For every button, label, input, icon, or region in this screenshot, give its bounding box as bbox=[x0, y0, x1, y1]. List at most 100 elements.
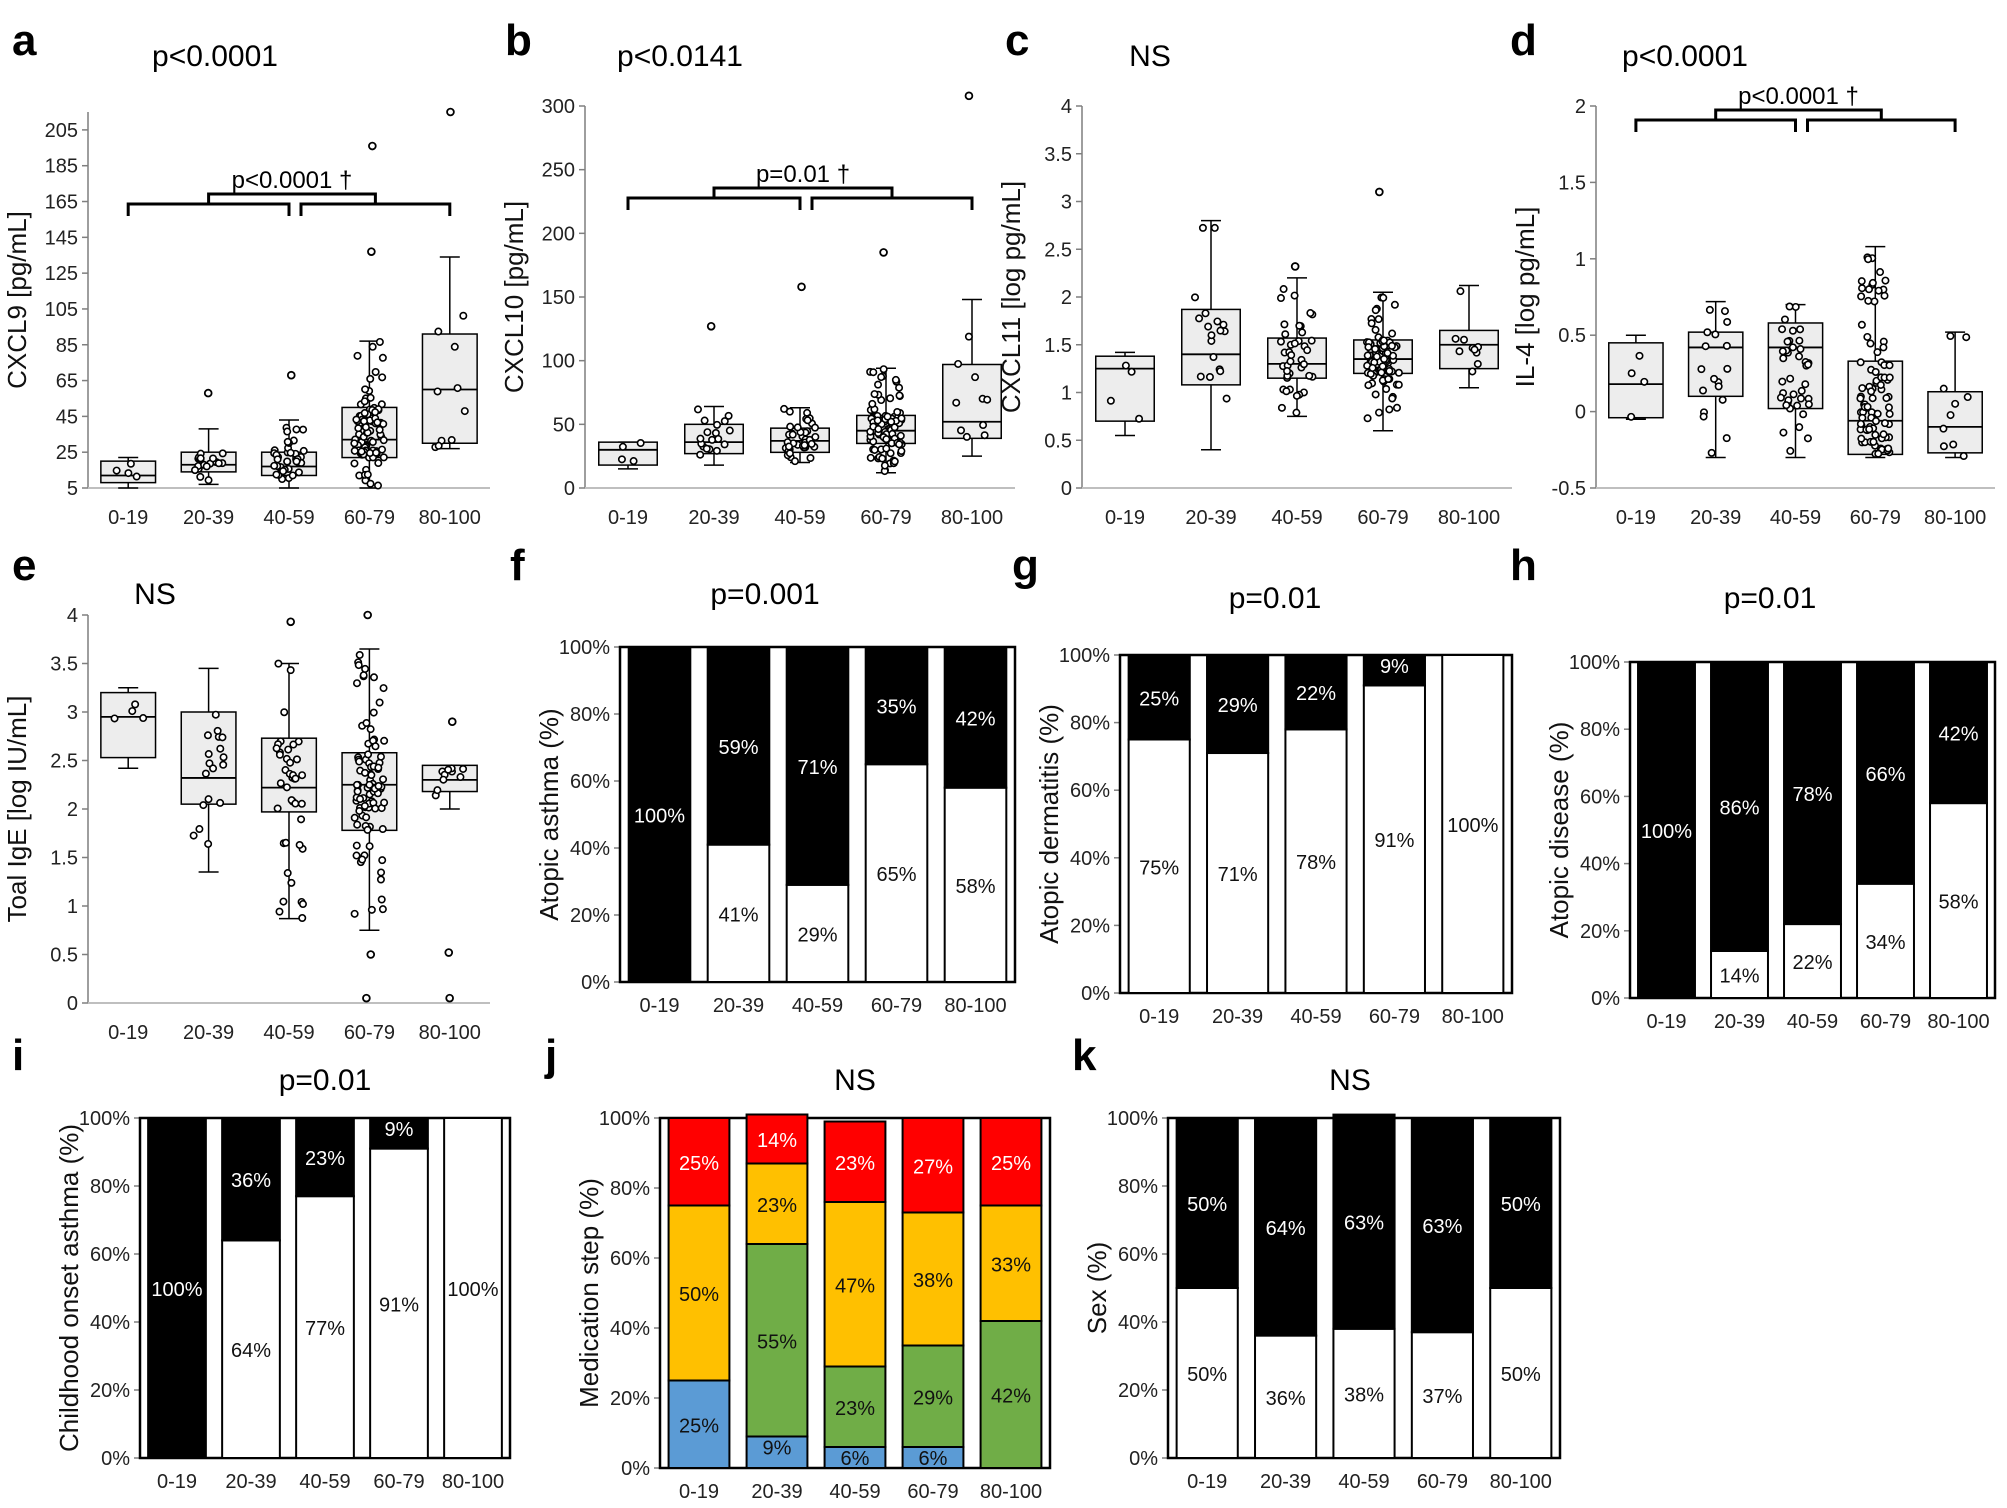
bar-segment-lower bbox=[1284, 728, 1348, 994]
bar-segment-lower bbox=[1783, 923, 1842, 1000]
panel-letter: i bbox=[12, 1031, 24, 1080]
data-point bbox=[286, 758, 295, 767]
box-body bbox=[1608, 342, 1664, 419]
data-label: 29% bbox=[797, 924, 837, 946]
x-tick-label: 20-39 bbox=[1260, 1471, 1311, 1493]
y-tick-label: 100% bbox=[559, 637, 610, 659]
data-point bbox=[1804, 360, 1813, 369]
data-point bbox=[1363, 351, 1372, 360]
data-point bbox=[1216, 367, 1225, 376]
data-label: 50% bbox=[1187, 1364, 1227, 1386]
outlier-point bbox=[964, 91, 974, 101]
data-point bbox=[358, 855, 367, 864]
box-40-59 bbox=[1267, 262, 1327, 418]
significance-bracket: p<0.0001 † bbox=[1634, 83, 1957, 132]
x-tick-label: 80-100 bbox=[1442, 1006, 1504, 1028]
data-label: 71% bbox=[1218, 864, 1258, 886]
data-point bbox=[1786, 446, 1795, 455]
data-point bbox=[1785, 302, 1794, 311]
bar-80-100: 58% 42% bbox=[943, 646, 1008, 984]
data-point bbox=[1857, 277, 1866, 286]
y-tick-label: 0% bbox=[581, 972, 610, 994]
y-tick-label: 250 bbox=[542, 160, 575, 182]
outlier-point bbox=[366, 950, 376, 959]
data-point bbox=[1884, 444, 1893, 453]
bracket-top bbox=[207, 192, 377, 204]
bar-segment-lower bbox=[706, 843, 771, 984]
data-point bbox=[291, 774, 300, 783]
bar-60-79: 91% 9% bbox=[369, 1117, 429, 1459]
data-point bbox=[294, 468, 303, 477]
data-point bbox=[1868, 394, 1877, 403]
data-point bbox=[882, 435, 891, 444]
bar-segment-upper bbox=[1710, 661, 1769, 952]
data-point bbox=[1856, 358, 1865, 367]
data-point bbox=[139, 714, 148, 723]
data-point bbox=[1869, 437, 1878, 446]
bar-segment-lower bbox=[1489, 1287, 1553, 1459]
data-point bbox=[1385, 367, 1394, 376]
panel-h: h p=0.01 0% 20% 40% 60% 80% 100% 100% 14% 86% 22% 78… bbox=[1510, 541, 1997, 1033]
y-tick-label: 0 bbox=[1575, 402, 1586, 424]
panel-letter: j bbox=[544, 1031, 557, 1080]
x-tick-label: 20-39 bbox=[688, 507, 739, 529]
bracket-label: p<0.0001 † bbox=[1738, 83, 1859, 110]
data-label: 23% bbox=[835, 1153, 875, 1175]
data-label: 42% bbox=[955, 708, 995, 730]
data-point bbox=[1388, 394, 1397, 403]
data-point bbox=[371, 367, 380, 376]
data-point bbox=[1451, 334, 1460, 343]
data-label: 47% bbox=[835, 1275, 875, 1297]
x-tick-label: 40-59 bbox=[1770, 507, 1821, 529]
panel-title: NS bbox=[834, 1064, 876, 1097]
bar-40-59: 29% 71% bbox=[785, 646, 850, 983]
data-point bbox=[360, 768, 369, 777]
y-tick-label: 0 bbox=[1061, 478, 1072, 500]
data-point bbox=[1364, 381, 1373, 390]
data-point bbox=[1303, 346, 1312, 355]
data-point bbox=[291, 799, 300, 808]
data-point bbox=[1793, 401, 1802, 410]
data-point bbox=[1863, 402, 1872, 411]
data-point bbox=[1205, 373, 1214, 382]
data-point bbox=[1699, 412, 1708, 421]
bar-0-19: 50% 50% bbox=[1175, 1117, 1239, 1459]
data-label: 100% bbox=[1447, 815, 1498, 837]
data-point bbox=[216, 798, 225, 807]
x-tick-label: 80-100 bbox=[941, 507, 1003, 529]
x-tick-label: 80-100 bbox=[1490, 1471, 1552, 1493]
box-20-39 bbox=[1181, 219, 1241, 451]
data-point bbox=[195, 825, 204, 834]
data-point bbox=[1857, 292, 1866, 301]
data-point bbox=[378, 373, 387, 382]
data-point bbox=[617, 455, 626, 464]
bar-segment-lower bbox=[369, 1147, 429, 1459]
data-point bbox=[886, 394, 895, 403]
panel-title: p=0.001 bbox=[710, 578, 819, 611]
data-point bbox=[803, 416, 812, 425]
outlier-point bbox=[286, 617, 295, 627]
data-point bbox=[618, 442, 627, 451]
data-point bbox=[1804, 400, 1813, 409]
data-label: 42% bbox=[1938, 724, 1978, 746]
data-point bbox=[1857, 320, 1866, 329]
data-label: 91% bbox=[379, 1294, 419, 1316]
data-point bbox=[983, 395, 992, 404]
data-point bbox=[636, 439, 645, 448]
y-tick-label: 80% bbox=[610, 1178, 650, 1200]
data-point bbox=[377, 868, 386, 877]
bar-segment-upper bbox=[369, 1117, 429, 1150]
data-point bbox=[295, 840, 304, 849]
bar-0-19: 75% 25% bbox=[1127, 654, 1191, 994]
data-point bbox=[1707, 448, 1716, 457]
outlier-point bbox=[445, 993, 454, 1003]
data-point bbox=[1803, 434, 1812, 443]
data-point bbox=[1295, 321, 1304, 330]
data-point bbox=[891, 375, 900, 384]
data-point bbox=[273, 455, 282, 464]
bar-segment-red bbox=[823, 1120, 887, 1203]
data-point bbox=[369, 673, 378, 682]
data-point bbox=[360, 801, 369, 810]
data-point bbox=[1283, 367, 1292, 376]
y-tick-label: 0.5 bbox=[1558, 325, 1586, 347]
